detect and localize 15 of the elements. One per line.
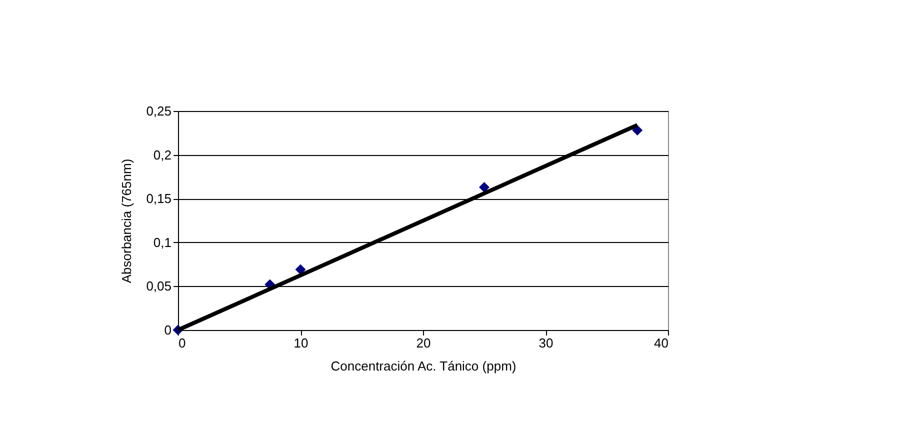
y-tick-label: 0,25 [146, 104, 172, 118]
point [295, 264, 306, 275]
y-tick-label: 0,1 [153, 234, 172, 250]
x-tick-label: 40 [654, 336, 668, 350]
y-tick-label: 0 [164, 322, 172, 338]
point [479, 182, 490, 192]
x-tick-label: 0 [178, 336, 186, 350]
y-tick-label: 0,05 [146, 278, 172, 294]
y-tick-label: 0,15 [146, 191, 172, 206]
x-axis-title: Concentración Ac. Tánico (ppm) [330, 358, 516, 374]
x-tick-label: 10 [294, 336, 308, 350]
x-tick-label: 30 [538, 336, 554, 350]
y-tick-label: 0,2 [153, 147, 172, 162]
x-tick-label: 20 [416, 336, 431, 350]
y-axis-title: Absorbancia (765nm) [119, 158, 134, 284]
